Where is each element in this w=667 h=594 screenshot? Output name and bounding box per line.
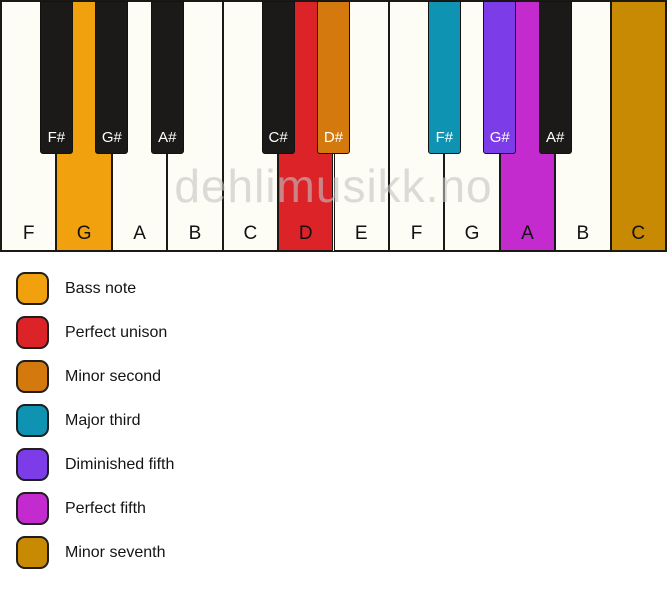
legend-swatch <box>16 536 49 569</box>
legend-item-minor-second: Minor second <box>16 360 667 393</box>
black-key-label: D# <box>323 129 344 146</box>
legend-swatch <box>16 360 49 393</box>
white-key-label: G <box>464 223 480 244</box>
legend-swatch <box>16 272 49 305</box>
legend-item-diminished-fifth: Diminished fifth <box>16 448 667 481</box>
legend-swatch <box>16 404 49 437</box>
legend-item-perfect-unison: Perfect unison <box>16 316 667 349</box>
legend-item-major-third: Major third <box>16 404 667 437</box>
white-key-label: B <box>576 223 590 244</box>
legend-item-perfect-fifth: Perfect fifth <box>16 492 667 525</box>
black-key-label: F# <box>47 129 66 146</box>
white-key-label: F <box>22 223 35 244</box>
white-key-label: E <box>354 223 368 244</box>
legend-item-minor-seventh: Minor seventh <box>16 536 667 569</box>
black-key-label: A# <box>158 129 177 146</box>
legend-swatch <box>16 492 49 525</box>
black-key-asharp-2: A# <box>150 1 184 154</box>
black-key-dsharp-4: D# <box>317 1 350 154</box>
white-key-label: F <box>410 223 423 244</box>
black-key-label: A# <box>545 129 565 146</box>
keyboard: dehlimusikk.no F G A B C D E F G A B C F# G# A# C# D# F# G… <box>0 0 667 252</box>
legend-item-bass-note: Bass note <box>16 272 667 305</box>
black-key-gsharp-6: G# <box>483 1 517 154</box>
legend-label: Minor second <box>65 367 162 385</box>
legend-swatch <box>16 448 49 481</box>
white-key-label: C <box>243 223 258 244</box>
black-key-label: G# <box>489 129 510 146</box>
white-key-label: A <box>521 223 534 244</box>
black-key-csharp-3: C# <box>261 1 295 154</box>
legend-label: Bass note <box>65 279 137 297</box>
black-key-fsharp-5: F# <box>427 1 461 154</box>
legend-swatch <box>16 316 49 349</box>
black-key-asharp-7: A# <box>538 1 572 154</box>
white-key-label: G <box>76 223 92 244</box>
legend-label: Minor seventh <box>65 543 166 561</box>
black-key-fsharp-0: F# <box>39 1 73 154</box>
white-key-label: D <box>298 223 313 244</box>
black-key-label: C# <box>268 129 288 146</box>
white-key-label: B <box>188 223 202 244</box>
legend-label: Diminished fifth <box>65 455 175 473</box>
black-key-label: G# <box>101 129 122 146</box>
white-key-label: C <box>631 223 646 244</box>
legend-label: Perfect fifth <box>65 499 146 517</box>
white-key-c-11: C <box>610 1 666 251</box>
black-key-label: F# <box>435 129 454 146</box>
black-key-gsharp-1: G# <box>95 1 129 154</box>
legend-label: Perfect unison <box>65 323 168 341</box>
legend: Bass note Perfect unison Minor second Major… <box>16 272 667 569</box>
white-key-label: A <box>133 223 146 244</box>
legend-label: Major third <box>65 411 141 429</box>
